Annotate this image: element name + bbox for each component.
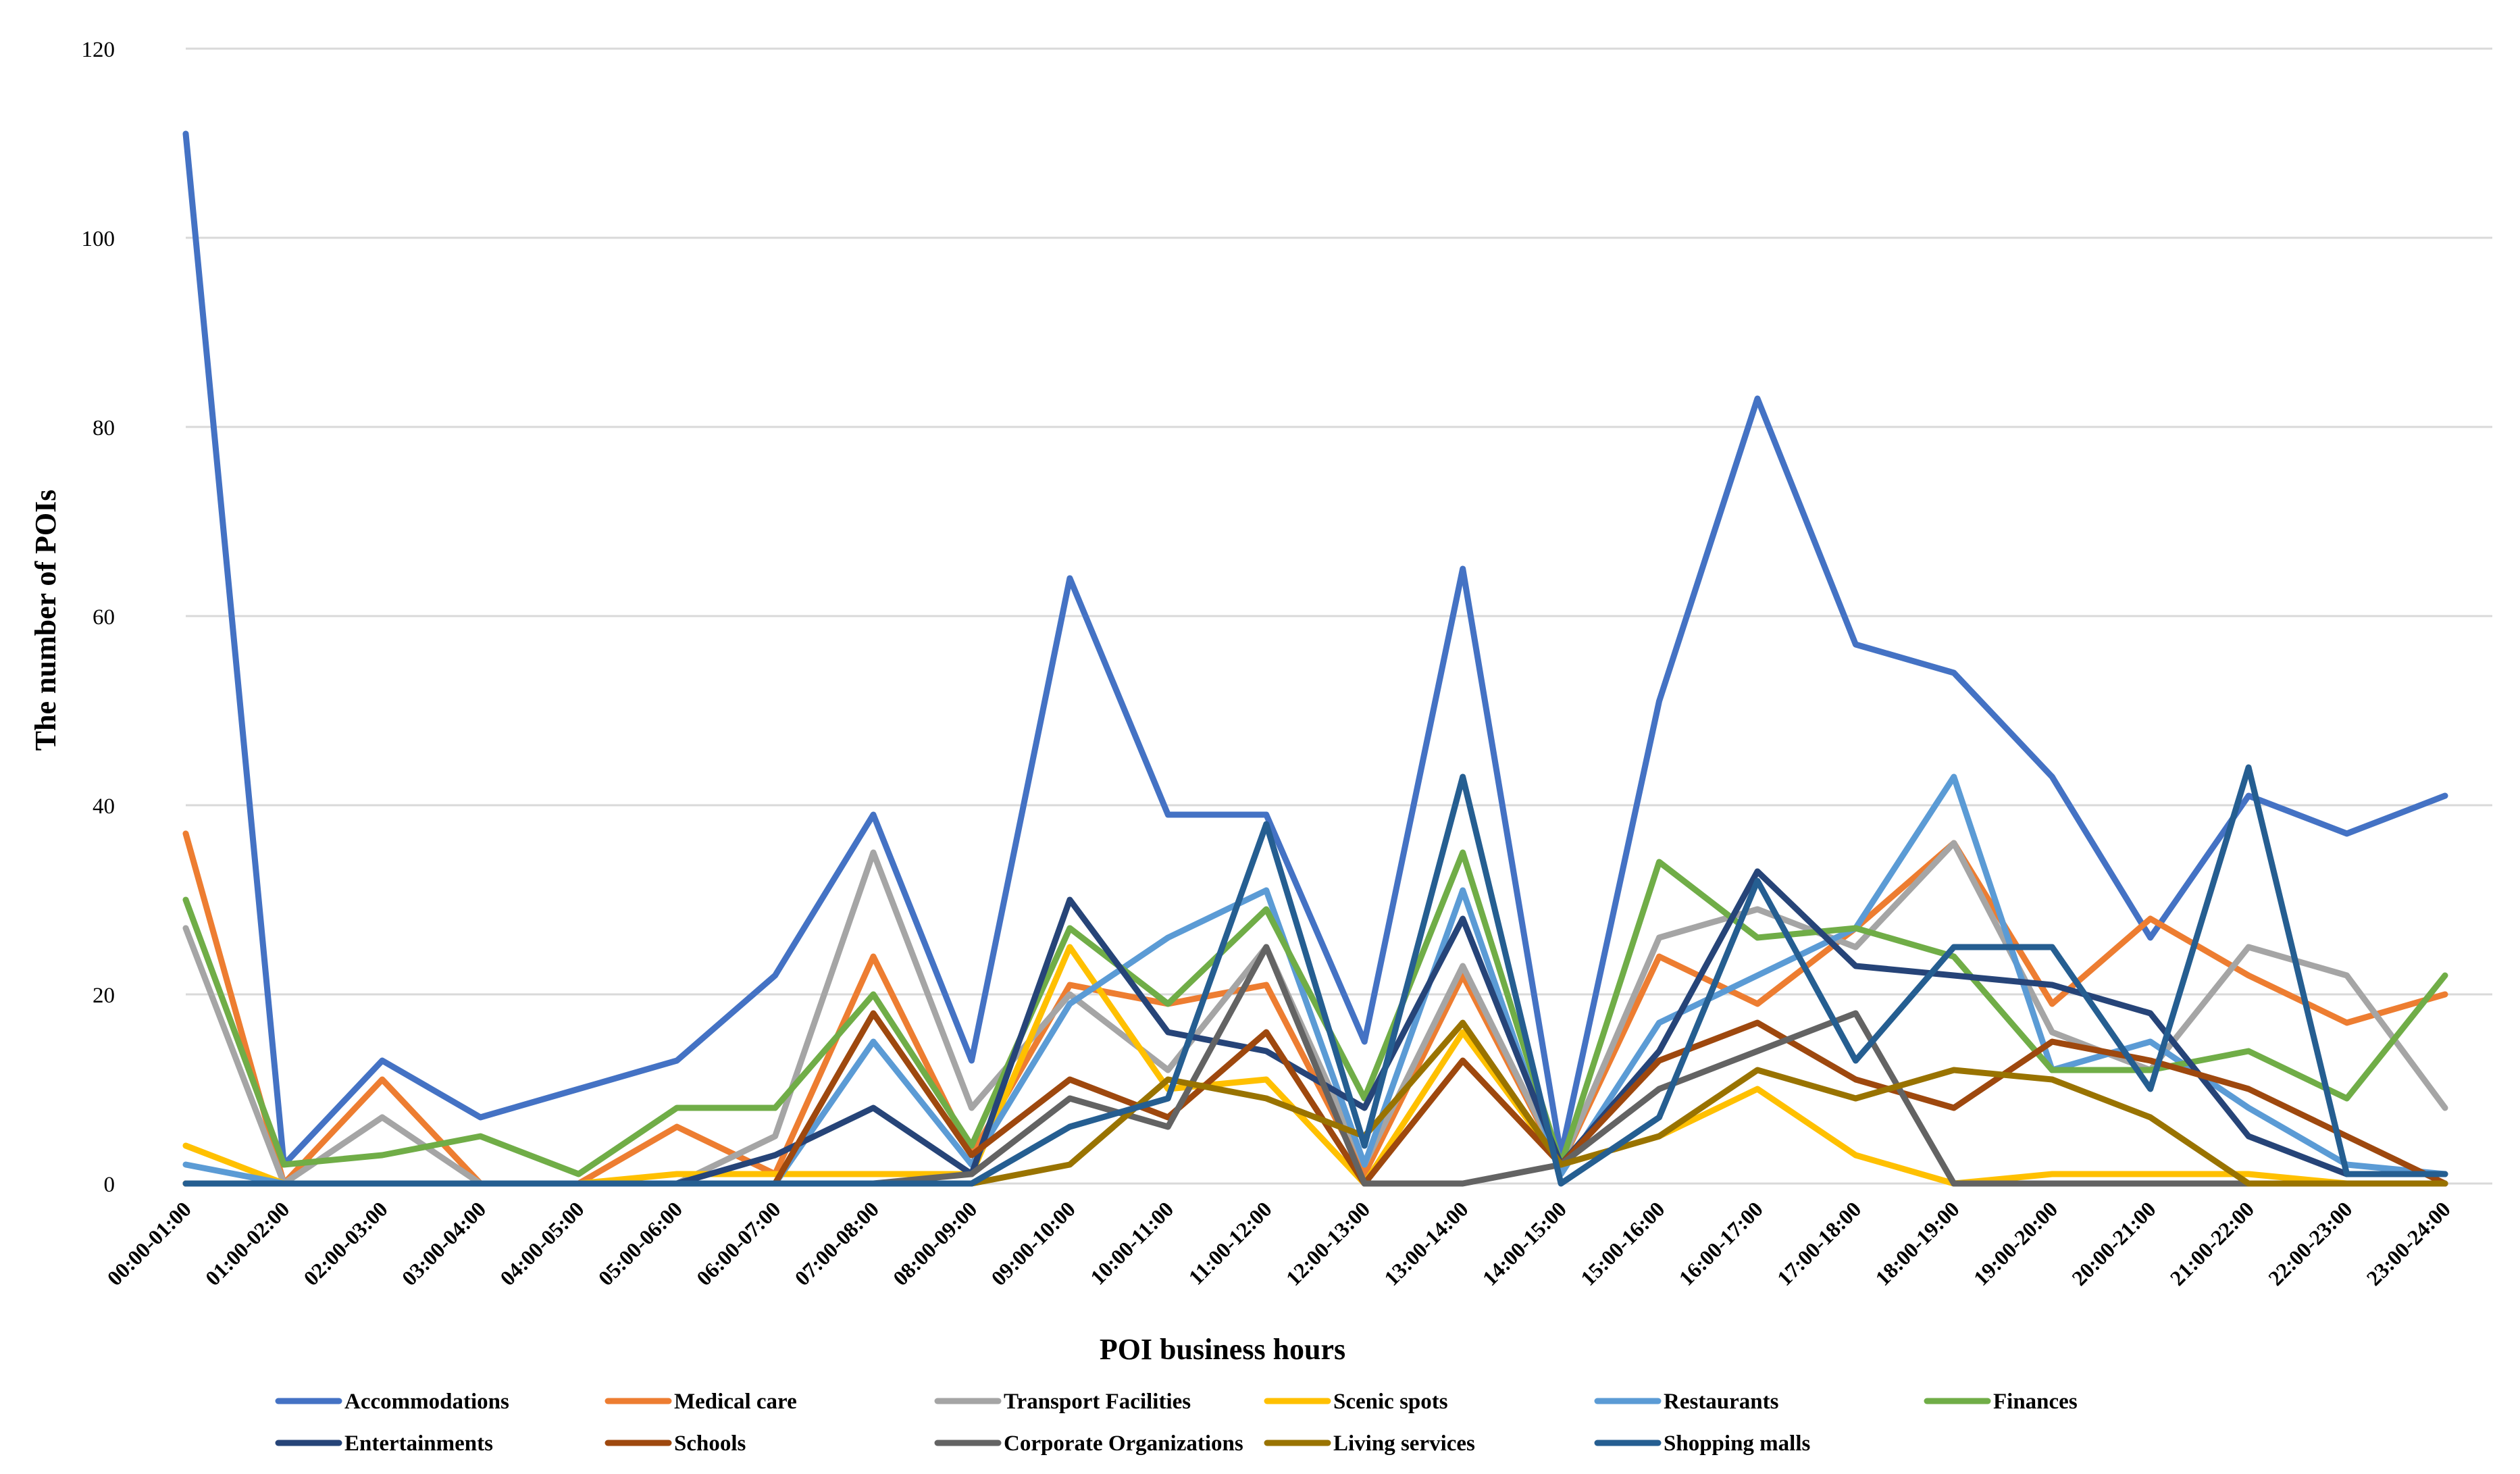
x-axis-title: POI business hours bbox=[1100, 1333, 1345, 1366]
legend-item: Schools bbox=[605, 1431, 746, 1456]
legend-item: Finances bbox=[1924, 1390, 2078, 1414]
legend-label: Living services bbox=[1333, 1431, 1475, 1456]
y-tick-label: 120 bbox=[82, 38, 115, 62]
x-tick-label: 20:00-21:00 bbox=[2067, 1196, 2161, 1290]
x-tick-label: 14:00-15:00 bbox=[1477, 1196, 1571, 1290]
legend-label: Schools bbox=[674, 1431, 746, 1456]
legend-label: Entertainments bbox=[344, 1431, 493, 1456]
x-axis-tick-labels: 00:00-01:00 01:00-02:00 02:00-03:00 03:00-0… bbox=[102, 1196, 2455, 1290]
legend-label: Medical care bbox=[674, 1390, 797, 1414]
gridlines bbox=[186, 47, 2492, 1185]
x-tick-label: 15:00-16:00 bbox=[1576, 1196, 1670, 1290]
y-tick-label: 100 bbox=[82, 227, 115, 251]
x-tick-label: 07:00-08:00 bbox=[790, 1196, 883, 1290]
series-lines bbox=[182, 130, 2448, 1187]
x-tick-label: 08:00-09:00 bbox=[888, 1196, 982, 1290]
x-tick-label: 10:00-11:00 bbox=[1085, 1196, 1178, 1289]
y-tick-label: 60 bbox=[93, 605, 115, 630]
x-tick-label: 05:00-06:00 bbox=[594, 1196, 688, 1290]
legend-item: Shopping malls bbox=[1594, 1431, 1811, 1456]
series-line-finances bbox=[182, 849, 2448, 1177]
x-tick-label: 23:00-24:00 bbox=[2361, 1196, 2455, 1290]
legend-label: Shopping malls bbox=[1664, 1431, 1811, 1456]
legend-item: Corporate Organizations bbox=[934, 1431, 1243, 1456]
legend-label: Transport Facilities bbox=[1004, 1390, 1191, 1414]
x-tick-label: 11:00-12:00 bbox=[1183, 1196, 1276, 1289]
legend-item: Accommodations bbox=[275, 1390, 509, 1414]
x-tick-label: 06:00-07:00 bbox=[692, 1196, 786, 1290]
legend-label: Corporate Organizations bbox=[1004, 1431, 1243, 1456]
y-axis-title: The number of POIs bbox=[29, 490, 62, 751]
x-tick-label: 02:00-03:00 bbox=[299, 1196, 392, 1290]
x-tick-label: 01:00-02:00 bbox=[201, 1196, 294, 1290]
legend-item: Living services bbox=[1264, 1431, 1475, 1456]
series-line-shopping-malls bbox=[182, 764, 2448, 1187]
legend-item: Medical care bbox=[605, 1390, 797, 1414]
legend-item: Scenic spots bbox=[1264, 1390, 1448, 1414]
y-tick-label: 20 bbox=[93, 984, 115, 1008]
legend-label: Restaurants bbox=[1664, 1390, 1779, 1414]
legend-item: Entertainments bbox=[275, 1431, 493, 1456]
x-tick-label: 03:00-04:00 bbox=[397, 1196, 491, 1290]
legend-item: Restaurants bbox=[1594, 1390, 1779, 1414]
y-axis-tick-labels: 0 20 40 60 80 100 120 bbox=[82, 38, 115, 1197]
x-tick-label: 00:00-01:00 bbox=[102, 1196, 196, 1290]
legend-item: Transport Facilities bbox=[934, 1390, 1191, 1414]
x-tick-label: 13:00-14:00 bbox=[1379, 1196, 1473, 1290]
x-tick-label: 16:00-17:00 bbox=[1674, 1196, 1768, 1290]
series-line-accommodations bbox=[182, 130, 2448, 1168]
legend-label: Finances bbox=[1993, 1390, 2078, 1414]
x-tick-label: 09:00-10:00 bbox=[986, 1196, 1080, 1290]
x-tick-label: 19:00-20:00 bbox=[1969, 1196, 2063, 1290]
y-tick-label: 80 bbox=[93, 416, 115, 440]
x-tick-label: 22:00-23:00 bbox=[2263, 1196, 2357, 1290]
y-tick-label: 0 bbox=[104, 1173, 115, 1197]
legend-label: Scenic spots bbox=[1333, 1390, 1448, 1414]
x-tick-label: 04:00-05:00 bbox=[495, 1196, 589, 1290]
x-tick-label: 21:00-22:00 bbox=[2165, 1196, 2259, 1290]
y-tick-label: 40 bbox=[93, 794, 115, 819]
x-tick-label: 18:00-19:00 bbox=[1870, 1196, 1964, 1290]
x-tick-label: 12:00-13:00 bbox=[1281, 1196, 1375, 1290]
legend-label: Accommodations bbox=[344, 1390, 509, 1414]
legend: Accommodations Medical care Transport Faci… bbox=[275, 1390, 2078, 1456]
x-tick-label: 17:00-18:00 bbox=[1772, 1196, 1866, 1290]
